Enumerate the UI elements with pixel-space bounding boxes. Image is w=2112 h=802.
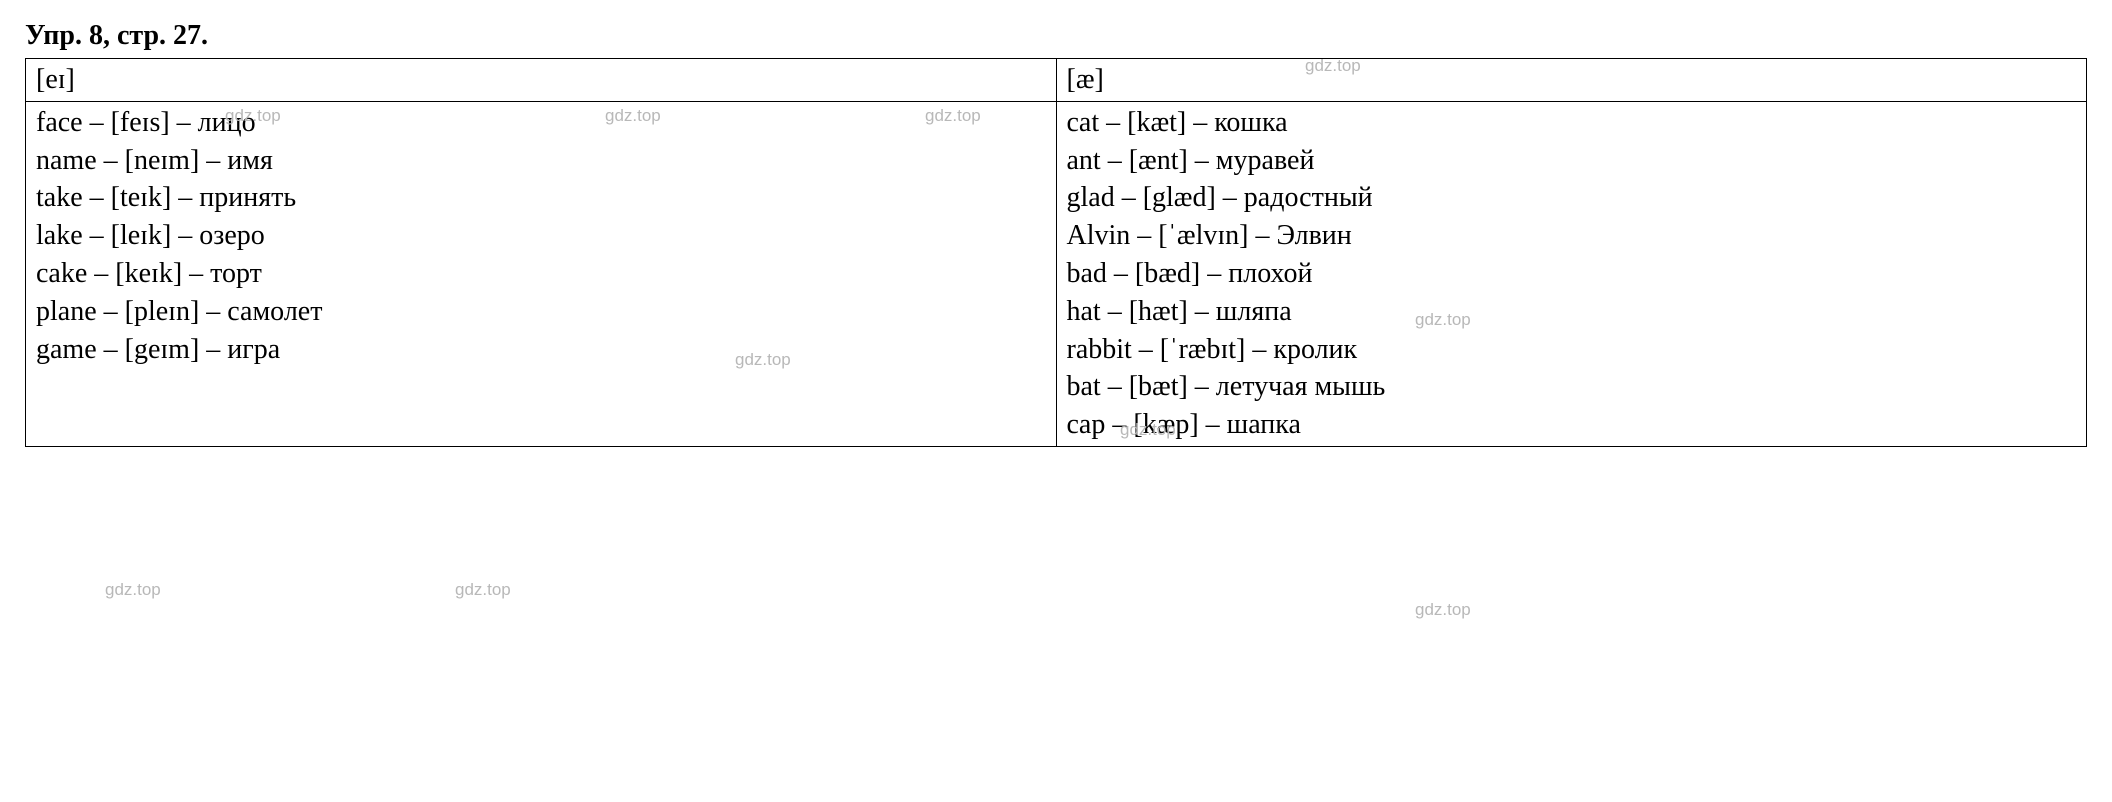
vocab-entry: ant – [ænt] – муравей bbox=[1067, 142, 2077, 180]
vocab-entry: game – [geɪm] – игра bbox=[36, 331, 1046, 369]
vocab-entry: cat – [kæt] – кошка bbox=[1067, 104, 2077, 142]
vocab-entry: glad – [glæd] – радостный bbox=[1067, 179, 2077, 217]
vocabulary-table: [eɪ] [æ] face – [feɪs] – лицоname – [neɪ… bbox=[25, 58, 2087, 447]
vocab-entry: rabbit – [ˈræbɪt] – кролик bbox=[1067, 331, 2077, 369]
watermark-text: gdz.top bbox=[455, 580, 511, 600]
watermark-text: gdz.top bbox=[1415, 600, 1471, 620]
vocab-entry: hat – [hæt] – шляпа bbox=[1067, 293, 2077, 331]
col1-header: [eɪ] bbox=[26, 59, 1057, 102]
page-container: Упр. 8, стр. 27. [eɪ] [æ] face – [feɪs] … bbox=[25, 20, 2087, 447]
vocab-entry: cap – [kæp] – шапка bbox=[1067, 406, 2077, 444]
col2-body: cat – [kæt] – кошкаant – [ænt] – муравей… bbox=[1056, 101, 2087, 446]
vocab-entry: lake – [leɪk] – озеро bbox=[36, 217, 1046, 255]
vocab-entry: Alvin – [ˈælvɪn] – Элвин bbox=[1067, 217, 2077, 255]
table-body-row: face – [feɪs] – лицоname – [neɪm] – имяt… bbox=[26, 101, 2087, 446]
col2-header: [æ] bbox=[1056, 59, 2087, 102]
exercise-title: Упр. 8, стр. 27. bbox=[25, 20, 2087, 52]
watermark-text: gdz.top bbox=[105, 580, 161, 600]
vocab-entry: take – [teɪk] – принять bbox=[36, 179, 1046, 217]
vocab-entry: name – [neɪm] – имя bbox=[36, 142, 1046, 180]
table-header-row: [eɪ] [æ] bbox=[26, 59, 2087, 102]
col1-body: face – [feɪs] – лицоname – [neɪm] – имяt… bbox=[26, 101, 1057, 446]
vocab-entry: bat – [bæt] – летучая мышь bbox=[1067, 368, 2077, 406]
vocab-entry: plane – [pleɪn] – самолет bbox=[36, 293, 1046, 331]
vocab-entry: face – [feɪs] – лицо bbox=[36, 104, 1046, 142]
vocab-entry: cake – [keɪk] – торт bbox=[36, 255, 1046, 293]
vocab-entry: bad – [bæd] – плохой bbox=[1067, 255, 2077, 293]
